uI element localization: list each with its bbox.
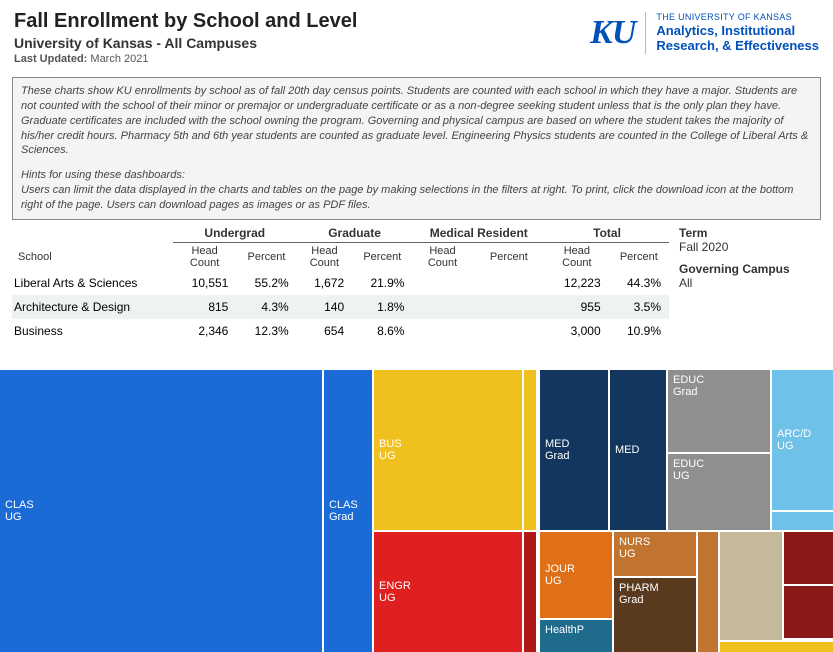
- note-paragraph: Hints for using these dashboards: Users …: [21, 168, 812, 213]
- header-titles: Fall Enrollment by School and Level Univ…: [14, 10, 357, 65]
- enrollment-table: Undergrad Graduate Medical Resident Tota…: [12, 224, 669, 342]
- treemap-cell[interactable]: [720, 532, 782, 640]
- filter-term-value[interactable]: Fall 2020: [679, 240, 821, 254]
- treemap-cell[interactable]: [784, 532, 833, 584]
- treemap-cell[interactable]: [772, 512, 833, 530]
- treemap-cell[interactable]: MEDGrad: [540, 370, 608, 530]
- page-subtitle: University of Kansas - All Campuses: [14, 35, 357, 51]
- col-group-medical[interactable]: Medical Resident: [412, 224, 545, 243]
- ku-dept-text: THE UNIVERSITY OF KANSAS Analytics, Inst…: [656, 12, 819, 54]
- col-headcount[interactable]: HeadCount: [545, 242, 609, 271]
- filter-campus-label: Governing Campus: [679, 262, 821, 276]
- col-percent[interactable]: Percent: [236, 242, 296, 271]
- col-percent[interactable]: Percent: [352, 242, 412, 271]
- ku-logo-icon: KU: [590, 14, 635, 52]
- header: Fall Enrollment by School and Level Univ…: [0, 0, 833, 71]
- col-headcount[interactable]: HeadCount: [412, 242, 472, 271]
- table-row[interactable]: Business2,34612.3%6548.6%3,00010.9%: [12, 319, 669, 342]
- table-row[interactable]: Liberal Arts & Sciences10,55155.2%1,6722…: [12, 271, 669, 295]
- brand-divider: [645, 12, 646, 54]
- treemap-cell[interactable]: EDUCGrad: [668, 370, 770, 452]
- treemap-cell[interactable]: MED: [610, 370, 666, 530]
- last-updated: Last Updated: March 2021: [14, 53, 357, 65]
- treemap-cell[interactable]: CLASUG: [0, 370, 322, 652]
- treemap-cell[interactable]: ARC/DUG: [772, 370, 833, 510]
- treemap-cell[interactable]: [524, 532, 536, 652]
- col-percent[interactable]: Percent: [609, 242, 669, 271]
- treemap-cell[interactable]: [720, 642, 833, 652]
- col-school[interactable]: School: [12, 242, 173, 271]
- treemap-cell[interactable]: NURSUG: [614, 532, 696, 576]
- page-title: Fall Enrollment by School and Level: [14, 10, 357, 33]
- treemap-cell[interactable]: [524, 370, 536, 530]
- col-headcount[interactable]: HeadCount: [297, 242, 352, 271]
- treemap-cell[interactable]: EDUCUG: [668, 454, 770, 530]
- enrollment-treemap[interactable]: CLASUGCLASGradBUSUGENGRUG MEDGradMEDEDUCG…: [0, 370, 833, 652]
- treemap-cell[interactable]: HealthP: [540, 620, 612, 652]
- col-headcount[interactable]: HeadCount: [173, 242, 237, 271]
- table-row[interactable]: Architecture & Design8154.3%1401.8%9553.…: [12, 295, 669, 319]
- enrollment-table-wrap: Undergrad Graduate Medical Resident Tota…: [12, 224, 669, 342]
- treemap-cell[interactable]: BUSUG: [374, 370, 522, 530]
- treemap-cell[interactable]: [784, 586, 833, 638]
- filters-panel: Term Fall 2020 Governing Campus All: [669, 224, 821, 342]
- description-box: These charts show KU enrollments by scho…: [12, 77, 821, 220]
- treemap-cell[interactable]: CLASGrad: [324, 370, 372, 652]
- col-group-graduate[interactable]: Graduate: [297, 224, 413, 243]
- filter-campus-value[interactable]: All: [679, 276, 821, 290]
- treemap-cell[interactable]: PHARMGrad: [614, 578, 696, 652]
- filter-term-label: Term: [679, 226, 821, 240]
- col-percent[interactable]: Percent: [473, 242, 546, 271]
- col-group-total[interactable]: Total: [545, 224, 669, 243]
- ku-brand: KU THE UNIVERSITY OF KANSAS Analytics, I…: [590, 10, 819, 54]
- col-group-undergrad[interactable]: Undergrad: [173, 224, 297, 243]
- table-and-filters: Undergrad Graduate Medical Resident Tota…: [12, 224, 821, 342]
- treemap-cell[interactable]: ENGRUG: [374, 532, 522, 652]
- treemap-cell[interactable]: [698, 532, 718, 652]
- treemap-cell[interactable]: JOURUG: [540, 532, 612, 618]
- note-paragraph: These charts show KU enrollments by scho…: [21, 84, 812, 158]
